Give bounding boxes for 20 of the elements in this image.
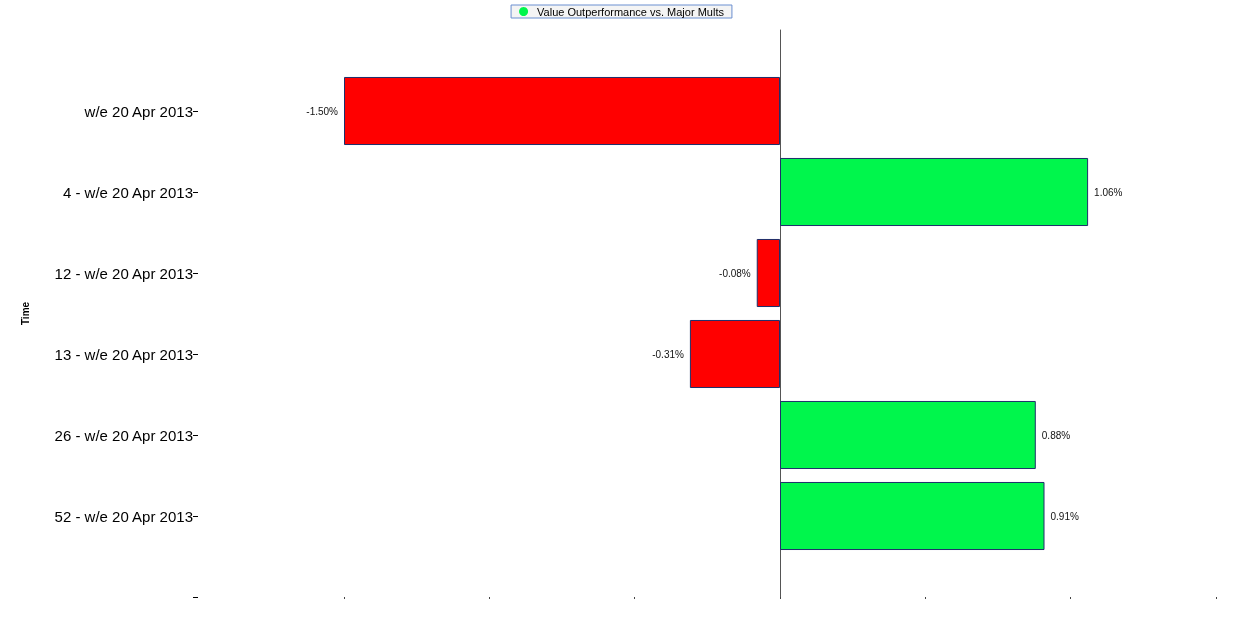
data-label: -0.08% [719, 267, 751, 279]
data-label: 0.91% [1050, 510, 1079, 522]
legend-label: Value Outperformance vs. Major Mults [537, 5, 725, 18]
y-tick-label: 4 - w/e 20 Apr 2013 [62, 183, 193, 201]
data-label: 0.88% [1041, 429, 1071, 441]
bar [780, 157, 1089, 227]
y-tick-label: 12 - w/e 20 Apr 2013 [54, 264, 193, 282]
y-tick-label: 52 - w/e 20 Apr 2013 [54, 507, 193, 525]
y-tick-label: w/e 20 Apr 2013 [83, 102, 193, 120]
data-label: -1.50% [306, 105, 339, 117]
bar [689, 319, 780, 389]
bar [344, 76, 780, 146]
bar [780, 481, 1045, 551]
y-tick-label: 26 - w/e 20 Apr 2013 [54, 426, 193, 444]
data-label: -0.31% [652, 348, 684, 360]
bar [756, 238, 780, 308]
y-axis-title: Time [19, 301, 31, 326]
bar [780, 400, 1036, 470]
data-label: 1.06% [1094, 186, 1123, 198]
y-tick-label: 13 - w/e 20 Apr 2013 [54, 345, 193, 363]
